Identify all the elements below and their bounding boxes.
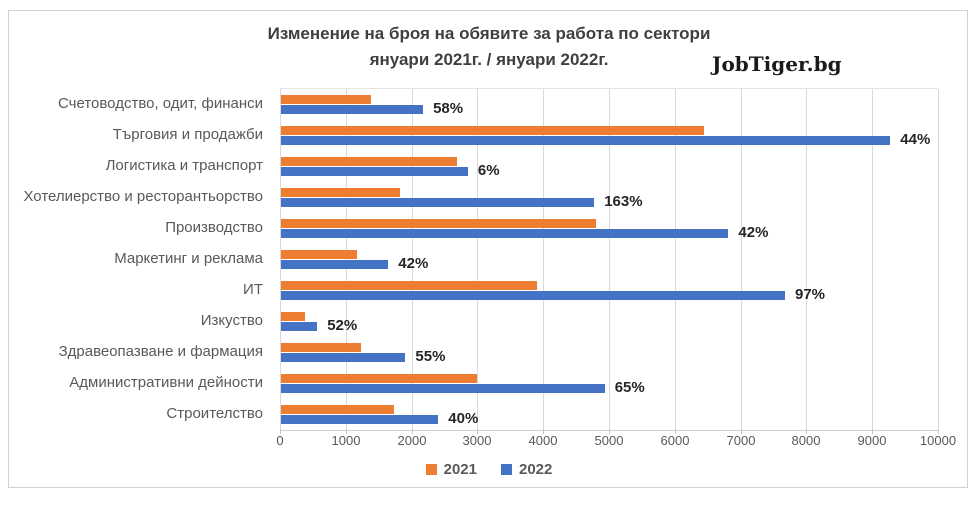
bar-2021 [281,343,362,352]
legend-item: 2021 [425,461,477,478]
category-label: Производство [165,219,263,236]
gridline [477,89,478,430]
x-tick-mark [609,430,610,434]
bar-2022 [281,415,439,424]
bar-2021 [281,126,705,135]
gridline [412,89,413,430]
bar-value-label: 65% [614,379,645,396]
bar-2021 [281,250,357,259]
x-tick-mark [543,430,544,434]
bar-2022 [281,136,891,145]
bar-2021 [281,374,478,383]
chart-subtitle: януари 2021г. / януари 2022г. [369,50,609,69]
bar-value-label: 42% [738,224,769,241]
bar-2021 [281,188,401,197]
x-tick-label: 1000 [331,433,361,448]
x-tick-mark [741,430,742,434]
bar-value-label: 52% [327,317,358,334]
bar-value-label: 97% [795,286,826,303]
bar-2021 [281,95,372,104]
bar-value-label: 44% [900,131,931,148]
bar-value-label: 6% [477,162,500,179]
bar-value-label: 40% [448,410,479,427]
chart-area-border [8,10,968,488]
gridline [741,89,742,430]
bar-value-label: 55% [415,348,446,365]
x-tick-mark [675,430,676,434]
x-tick-label: 3000 [462,433,492,448]
category-label: Изкуство [200,312,263,329]
x-tick-label: 7000 [726,433,756,448]
bar-2022 [281,198,595,207]
jobtiger-logo: JobTiger.bg [712,52,842,76]
chart-title: Изменение на броя на обявите за работа п… [267,24,711,43]
bar-2022 [281,260,389,269]
category-label: Хотелиерство и ресторантьорство [23,188,263,205]
category-label: Административни дейности [69,374,263,391]
gridline [872,89,873,430]
chart-title-block: Изменение на броя на обявите за работа п… [8,21,970,73]
gridline [280,89,281,430]
gridline [675,89,676,430]
x-tick-mark [872,430,873,434]
category-label: Логистика и транспорт [105,157,263,174]
category-label: Счетоводство, одит, финанси [58,95,263,112]
bar-2021 [281,281,537,290]
bar-value-label: 58% [433,100,464,117]
x-tick-mark [477,430,478,434]
bar-2022 [281,384,605,393]
legend-item: 2022 [501,461,552,478]
x-tick-mark [280,430,281,434]
x-tick-mark [412,430,413,434]
x-tick-label: 6000 [660,433,690,448]
legend: 2021 2022 [8,461,970,478]
gridline [806,89,807,430]
bar-2021 [281,405,394,414]
category-label: Строителство [166,405,263,422]
legend-swatch-2021 [425,464,437,475]
category-label: Здравеопазване и фармация [58,343,263,360]
category-label: Търговия и продажби [112,126,263,143]
bar-2022 [281,291,785,300]
bar-value-label: 42% [398,255,429,272]
bar-2021 [281,157,458,166]
gridline [938,89,939,430]
bar-2022 [281,229,729,238]
x-tick-label: 2000 [397,433,427,448]
bar-value-label: 163% [604,193,643,210]
bar-2021 [281,312,305,321]
bar-2022 [281,353,406,362]
bar-2022 [281,105,424,114]
x-tick-label: 9000 [857,433,887,448]
category-label: ИТ [243,281,263,298]
category-label: Маркетинг и реклама [114,250,263,267]
legend-swatch-2022 [501,464,512,475]
x-tick-label: 10000 [919,433,957,448]
plot-area: 58% 44% 6% 163% 42% 42% 97% 52% 55% 65% 40% [280,88,939,431]
x-tick-mark [938,430,939,434]
gridline [543,89,544,430]
x-tick-label: 8000 [791,433,821,448]
gridline [609,89,610,430]
legend-label-2022: 2022 [519,461,553,478]
x-tick-label: 4000 [528,433,558,448]
x-tick-label: 0 [276,433,284,448]
x-tick-mark [346,430,347,434]
gridline [346,89,347,430]
legend-label-2021: 2021 [443,461,477,478]
x-tick-mark [806,430,807,434]
bar-2022 [281,322,318,331]
bar-2022 [281,167,468,176]
x-tick-label: 5000 [594,433,624,448]
bar-2021 [281,219,597,228]
